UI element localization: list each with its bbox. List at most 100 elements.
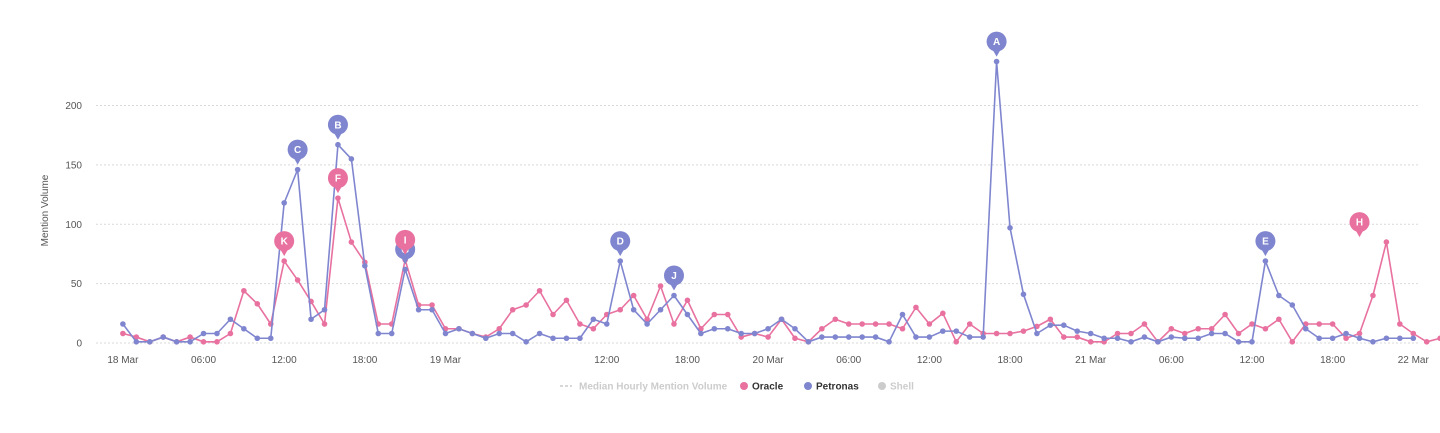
data-point-oracle[interactable] (348, 239, 355, 245)
data-point-petronas[interactable] (872, 334, 879, 340)
data-point-petronas[interactable] (671, 292, 677, 299)
data-point-oracle[interactable] (241, 287, 247, 294)
data-point-petronas[interactable] (1235, 339, 1242, 345)
data-point-petronas[interactable] (1356, 335, 1363, 342)
data-point-petronas[interactable] (402, 266, 408, 273)
data-point-oracle[interactable] (1276, 316, 1282, 323)
data-point-oracle[interactable] (859, 321, 865, 327)
data-point-petronas[interactable] (577, 335, 583, 342)
data-point-petronas[interactable] (1397, 335, 1403, 342)
data-point-oracle[interactable] (1329, 321, 1336, 327)
data-point-oracle[interactable] (832, 316, 839, 323)
data-point-petronas[interactable] (859, 334, 865, 340)
data-point-petronas[interactable] (751, 330, 758, 337)
data-point-oracle[interactable] (496, 325, 503, 332)
data-point-oracle[interactable] (630, 292, 637, 299)
legend-item-oracle[interactable]: Oracle (740, 382, 784, 393)
data-point-oracle[interactable] (1343, 335, 1349, 342)
data-point-oracle[interactable] (1262, 325, 1269, 332)
data-point-petronas[interactable] (1410, 335, 1417, 342)
data-point-petronas[interactable] (254, 335, 261, 342)
data-point-petronas[interactable] (724, 325, 731, 332)
data-point-petronas[interactable] (913, 334, 919, 340)
data-point-oracle[interactable] (644, 316, 650, 323)
data-point-petronas[interactable] (657, 306, 664, 313)
data-point-oracle[interactable] (657, 283, 664, 289)
data-point-oracle[interactable] (1020, 328, 1027, 334)
data-point-petronas[interactable] (644, 321, 650, 327)
data-point-petronas[interactable] (805, 339, 812, 345)
data-point-petronas[interactable] (1060, 322, 1067, 328)
data-point-petronas[interactable] (1007, 225, 1013, 231)
data-point-oracle[interactable] (671, 321, 677, 327)
data-point-oracle[interactable] (577, 321, 583, 327)
data-point-petronas[interactable] (980, 334, 986, 340)
data-point-petronas[interactable] (1034, 330, 1040, 337)
data-point-petronas[interactable] (442, 330, 449, 337)
data-point-petronas[interactable] (778, 316, 785, 323)
data-point-oracle[interactable] (254, 301, 261, 307)
data-point-petronas[interactable] (469, 330, 476, 337)
data-point-oracle[interactable] (1128, 330, 1134, 337)
data-point-petronas[interactable] (1155, 339, 1161, 345)
data-point-oracle[interactable] (966, 321, 973, 327)
data-point-oracle[interactable] (1181, 330, 1188, 337)
annotation-marker-h[interactable]: H (1349, 212, 1370, 238)
data-point-oracle[interactable] (1289, 339, 1296, 345)
data-point-oracle[interactable] (765, 334, 771, 340)
annotation-marker-f[interactable]: F (327, 168, 348, 194)
data-point-oracle[interactable] (509, 306, 516, 313)
data-point-oracle[interactable] (926, 321, 933, 327)
data-point-oracle[interactable] (536, 287, 543, 294)
data-point-petronas[interactable] (146, 339, 153, 345)
data-point-petronas[interactable] (227, 316, 234, 323)
legend-item-shell[interactable]: Shell (878, 382, 914, 393)
data-point-oracle[interactable] (335, 195, 341, 201)
data-point-oracle[interactable] (429, 302, 435, 308)
data-point-petronas[interactable] (698, 330, 704, 337)
data-point-oracle[interactable] (711, 311, 718, 318)
data-point-petronas[interactable] (1195, 335, 1202, 342)
data-point-oracle[interactable] (1356, 330, 1363, 337)
data-point-oracle[interactable] (1249, 321, 1255, 327)
data-point-petronas[interactable] (321, 306, 328, 313)
data-point-oracle[interactable] (724, 311, 731, 318)
data-point-petronas[interactable] (940, 328, 946, 334)
annotation-marker-k[interactable]: K (274, 231, 295, 257)
data-point-oracle[interactable] (214, 339, 220, 345)
data-point-petronas[interactable] (1316, 335, 1322, 342)
data-point-petronas[interactable] (415, 306, 422, 313)
data-point-petronas[interactable] (509, 330, 516, 337)
data-point-petronas[interactable] (1370, 339, 1376, 345)
data-point-petronas[interactable] (1262, 258, 1269, 264)
data-point-petronas[interactable] (133, 339, 140, 345)
data-point-oracle[interactable] (819, 325, 825, 332)
data-point-oracle[interactable] (1410, 330, 1417, 337)
data-point-petronas[interactable] (899, 311, 906, 318)
data-point-petronas[interactable] (1074, 328, 1081, 334)
data-point-oracle[interactable] (1316, 321, 1322, 327)
data-point-petronas[interactable] (792, 325, 798, 332)
data-point-oracle[interactable] (792, 335, 798, 342)
data-point-oracle[interactable] (872, 321, 879, 327)
data-point-petronas[interactable] (214, 330, 220, 337)
data-point-oracle[interactable] (1397, 321, 1403, 327)
data-point-oracle[interactable] (1168, 325, 1175, 332)
legend-item-median-hourly-mention-volume[interactable]: Median Hourly Mention Volume (560, 382, 728, 393)
data-point-petronas[interactable] (1249, 339, 1255, 345)
data-point-petronas[interactable] (886, 339, 892, 345)
data-point-petronas[interactable] (1343, 330, 1349, 337)
data-point-petronas[interactable] (1302, 325, 1309, 332)
data-point-petronas[interactable] (1181, 335, 1188, 342)
data-point-oracle[interactable] (993, 330, 1000, 337)
data-point-oracle[interactable] (953, 339, 960, 345)
data-point-petronas[interactable] (1047, 322, 1054, 328)
data-point-petronas[interactable] (617, 258, 624, 264)
data-point-petronas[interactable] (483, 335, 489, 342)
data-point-oracle[interactable] (1235, 330, 1242, 337)
data-point-oracle[interactable] (563, 297, 570, 304)
data-point-petronas[interactable] (765, 325, 771, 332)
data-point-oracle[interactable] (1060, 334, 1067, 340)
data-point-oracle[interactable] (1437, 335, 1440, 342)
data-point-petronas[interactable] (1208, 330, 1215, 337)
